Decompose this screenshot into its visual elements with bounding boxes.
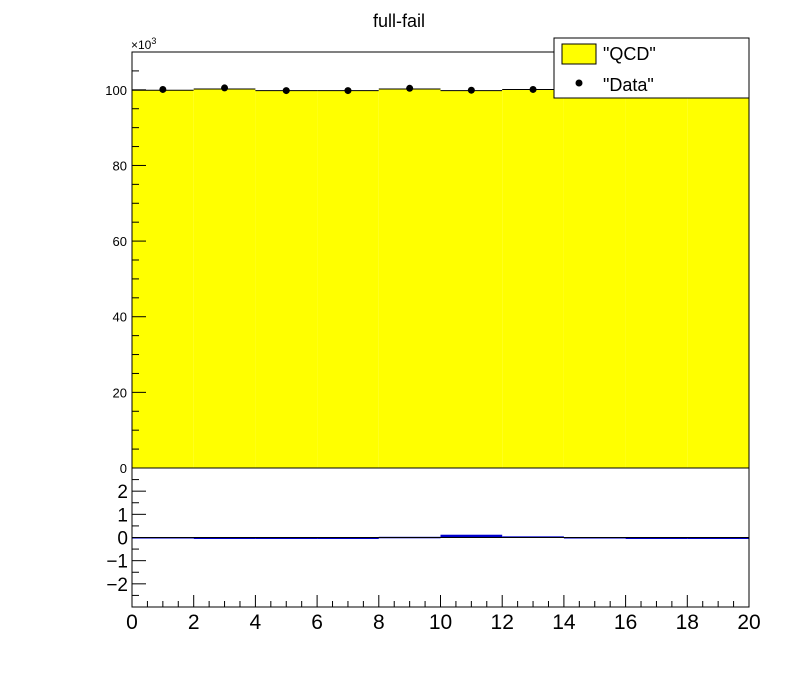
x-axis: 0 2 4 6 8 10 12 14 16 18 20 [126, 595, 761, 634]
ratio-bar [317, 537, 379, 539]
legend-data-label: "Data" [603, 75, 654, 95]
legend-qcd-label: "QCD" [603, 44, 656, 64]
qcd-bar [687, 90, 749, 469]
lower-y-tick-label: −1 [106, 552, 128, 573]
x-tick-label: 20 [737, 611, 760, 634]
x-tick-label: 0 [126, 611, 138, 634]
x-tick-label: 16 [614, 611, 637, 634]
upper-panel: 0 20 40 60 80 100 ×103 [105, 36, 750, 476]
y-axis-multiplier-exponent: 3 [151, 36, 156, 46]
x-tick-label: 18 [676, 611, 699, 634]
legend-data-marker [575, 79, 583, 87]
qcd-bar [193, 89, 256, 468]
ratio-bar [193, 537, 256, 539]
data-point [406, 84, 414, 92]
data-point [529, 85, 537, 93]
data-point [282, 87, 290, 95]
y-axis-multiplier-base: ×10 [131, 38, 152, 52]
upper-y-tick-label: 100 [105, 83, 127, 98]
lower-y-tick-label: 1 [117, 505, 128, 526]
data-point [159, 85, 167, 93]
ratio-bar [255, 537, 318, 539]
x-tick-label: 4 [250, 611, 262, 634]
legend: "QCD" "Data" [553, 37, 750, 99]
ratio-bar [440, 534, 503, 538]
x-tick-label: 2 [188, 611, 200, 634]
qcd-bar [255, 90, 318, 468]
x-tick-label: 14 [552, 611, 576, 634]
data-point [221, 84, 229, 92]
qcd-bar [502, 89, 564, 468]
qcd-bar [625, 90, 688, 469]
x-tick-label: 12 [491, 611, 514, 634]
y-axis-multiplier: ×103 [131, 36, 156, 52]
upper-y-tick-label: 40 [113, 310, 127, 325]
lower-y-tick-label: 2 [117, 482, 128, 503]
upper-y-tick-label: 0 [120, 461, 127, 476]
ratio-bar [687, 537, 749, 539]
x-tick-label: 6 [311, 611, 323, 634]
x-tick-label: 10 [429, 611, 452, 634]
chart-title: full-fail [373, 11, 425, 31]
lower-y-axis: −2−10 12 [106, 479, 146, 596]
lower-y-tick-label: −2 [106, 575, 128, 596]
qcd-histogram [132, 88, 749, 469]
data-point [344, 87, 352, 95]
qcd-bar [378, 89, 441, 468]
qcd-bar [132, 90, 194, 469]
qcd-bar [440, 90, 503, 468]
upper-y-tick-label: 20 [113, 385, 127, 400]
data-point [467, 86, 475, 94]
lower-y-tick-label: 0 [117, 529, 128, 550]
upper-y-tick-label: 60 [113, 234, 127, 249]
ratio-histogram [132, 534, 749, 539]
x-tick-label: 8 [373, 611, 385, 634]
qcd-bar [563, 89, 626, 469]
upper-y-axis: 0 20 40 60 80 100 [105, 51, 146, 476]
qcd-bar [317, 90, 379, 468]
ratio-bar [625, 537, 688, 539]
upper-y-tick-label: 80 [113, 158, 127, 173]
legend-qcd-swatch [561, 43, 597, 65]
